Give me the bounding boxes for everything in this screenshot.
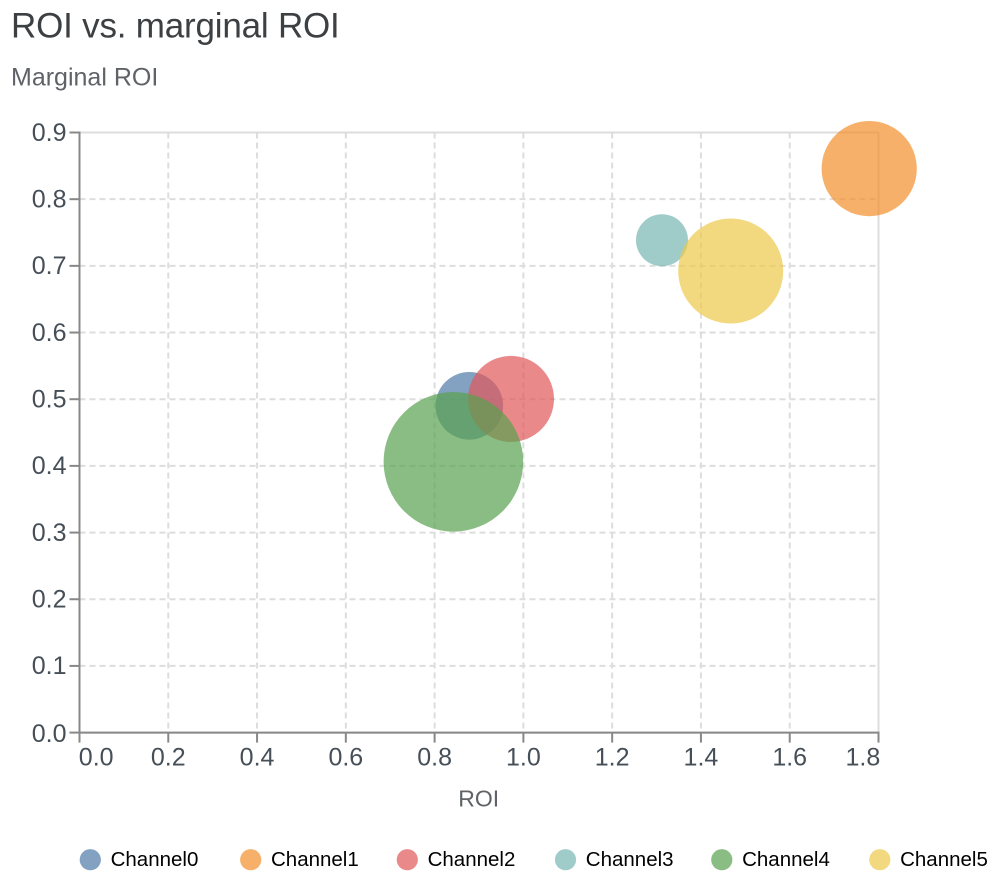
svg-text:0.8: 0.8 (32, 186, 67, 214)
svg-text:0.2: 0.2 (151, 743, 186, 771)
svg-text:Channel2: Channel2 (428, 848, 516, 871)
svg-text:Channel3: Channel3 (586, 848, 674, 871)
svg-text:Channel0: Channel0 (111, 848, 199, 871)
svg-text:0.7: 0.7 (32, 252, 67, 280)
svg-text:0.0: 0.0 (79, 743, 114, 771)
svg-text:0.5: 0.5 (32, 386, 67, 414)
svg-text:0.0: 0.0 (32, 720, 67, 748)
svg-text:ROI vs. marginal ROI: ROI vs. marginal ROI (11, 6, 340, 45)
svg-text:0.1: 0.1 (32, 652, 67, 680)
svg-text:0.8: 0.8 (417, 743, 452, 771)
svg-text:0.6: 0.6 (32, 319, 67, 347)
svg-text:0.4: 0.4 (32, 452, 67, 480)
svg-text:0.9: 0.9 (32, 119, 67, 147)
svg-text:1.2: 1.2 (595, 743, 630, 771)
svg-text:0.2: 0.2 (32, 586, 67, 614)
svg-text:Channel4: Channel4 (742, 848, 830, 871)
svg-text:1.8: 1.8 (846, 743, 881, 771)
svg-text:1.4: 1.4 (684, 743, 719, 771)
svg-text:ROI: ROI (458, 785, 499, 811)
svg-text:1.6: 1.6 (772, 743, 807, 771)
svg-text:Channel5: Channel5 (900, 848, 988, 871)
svg-text:Channel1: Channel1 (271, 848, 359, 871)
svg-text:0.3: 0.3 (32, 519, 67, 547)
svg-text:0.4: 0.4 (240, 743, 275, 771)
svg-text:1.0: 1.0 (506, 743, 541, 771)
svg-text:Marginal ROI: Marginal ROI (11, 64, 158, 92)
svg-text:0.6: 0.6 (328, 743, 363, 771)
